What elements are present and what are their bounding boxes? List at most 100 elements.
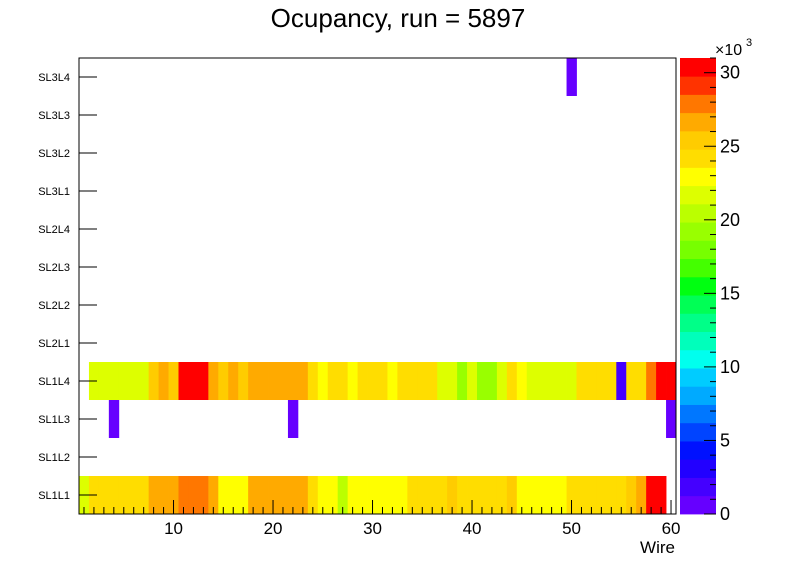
color-bar-multiplier-base: ×10 <box>715 42 742 59</box>
heatmap-cell <box>626 362 637 400</box>
x-axis: 10 20 30 40 50 60 <box>83 500 680 538</box>
color-bar-swatch <box>680 368 716 387</box>
heatmap-cell <box>287 362 299 400</box>
heatmap-cell <box>457 476 468 514</box>
heatmap-cell <box>228 362 239 400</box>
heatmap-cell <box>526 362 538 400</box>
color-bar-swatch <box>680 58 716 77</box>
heatmap-cell <box>357 476 368 514</box>
heatmap-cell <box>347 362 358 400</box>
x-tick-label: 30 <box>363 519 382 538</box>
heatmap-cell <box>377 362 388 400</box>
color-bar-swatch <box>680 94 716 114</box>
heatmap-cell <box>566 362 577 400</box>
y-tick-label: SL2L1 <box>38 338 70 350</box>
color-bar-tick-label: 20 <box>720 210 740 230</box>
heatmap-cell <box>636 476 647 514</box>
heatmap-cell <box>297 362 309 400</box>
color-bar-tick-label: 0 <box>720 504 730 524</box>
y-tick-label: SL1L3 <box>38 414 70 426</box>
heatmap-cell <box>656 362 667 400</box>
heatmap-cell <box>337 476 349 514</box>
color-bar-swatch <box>680 459 716 478</box>
heatmap-cell <box>417 362 428 400</box>
heatmap-cell <box>158 362 169 400</box>
heatmap-cell <box>258 362 269 400</box>
heatmap-cell <box>307 476 319 514</box>
heatmap-cell <box>556 476 567 514</box>
heatmap-cell <box>327 476 339 514</box>
color-bar-swatch <box>680 185 716 205</box>
y-tick-label: SL3L1 <box>38 186 70 198</box>
color-bar-swatch <box>680 422 716 442</box>
heatmap-cell <box>596 476 607 514</box>
heatmap-cell <box>506 476 518 514</box>
heatmap-cell <box>278 476 289 514</box>
y-tick-label: SL3L4 <box>38 72 70 84</box>
heatmap-cell <box>268 362 279 400</box>
heatmap-cell <box>317 362 329 400</box>
heatmap-cell <box>397 362 408 400</box>
y-tick-label: SL1L1 <box>38 490 70 502</box>
color-bar-swatch <box>680 349 716 369</box>
heatmap-cell <box>198 476 209 514</box>
heatmap-cell <box>596 362 607 400</box>
y-tick-label: SL2L2 <box>38 300 70 312</box>
heatmap-cell <box>108 476 120 514</box>
heatmap-cell <box>626 476 637 514</box>
heatmap-cell <box>367 362 378 400</box>
heatmap-cell <box>437 476 448 514</box>
y-tick-label: SL3L3 <box>38 110 70 122</box>
heatmap-cell <box>556 362 567 400</box>
heatmap-cell <box>486 476 498 514</box>
color-bar-swatch <box>680 331 716 351</box>
heatmap-cell <box>586 362 597 400</box>
color-bar-swatch <box>680 386 716 405</box>
heatmap-cell <box>586 476 597 514</box>
heatmap-cell <box>188 476 199 514</box>
heatmap-cell <box>546 476 557 514</box>
x-tick-label: 50 <box>562 519 581 538</box>
heatmap-cell <box>218 362 229 400</box>
heatmap-cell <box>516 362 528 400</box>
color-bar-tick-label: 15 <box>720 283 740 303</box>
heatmap-cell <box>666 362 677 400</box>
heatmap-cell <box>486 362 498 400</box>
color-bar-swatch <box>680 76 716 95</box>
heatmap-cell <box>427 476 438 514</box>
heatmap-cell <box>287 476 299 514</box>
heatmap-cell <box>636 362 647 400</box>
heatmap-cell <box>347 476 358 514</box>
heatmap-cell <box>268 476 279 514</box>
heatmap-cell <box>576 362 587 400</box>
color-bar-tick-label: 5 <box>720 430 730 450</box>
heatmap-cell <box>168 362 179 400</box>
heatmap-cell <box>427 362 438 400</box>
color-bar-swatch <box>680 112 716 132</box>
heatmap-cell <box>536 362 548 400</box>
heatmap-cell <box>158 476 169 514</box>
heatmap-cell <box>198 362 209 400</box>
heatmap-cell <box>98 476 110 514</box>
heatmap-cell <box>656 476 667 514</box>
heatmap-cell <box>477 476 488 514</box>
heatmap-cell <box>248 362 259 400</box>
color-bar-swatch <box>680 477 716 497</box>
heatmap-cell <box>208 362 219 400</box>
x-tick-label: 10 <box>164 519 183 538</box>
color-bar-swatch <box>680 167 716 187</box>
heatmap-cell <box>387 476 398 514</box>
heatmap-cell <box>118 362 130 400</box>
heatmap-cell <box>138 362 150 400</box>
y-axis: SL1L1 SL1L2 SL1L3 SL1L4 SL2L1 SL2L2 SL2L3 SL2L4… <box>38 72 97 502</box>
color-bar-multiplier-exponent: 3 <box>746 37 752 49</box>
heatmap-cell <box>417 476 428 514</box>
color-bar-swatch <box>680 240 716 260</box>
heatmap-cell <box>307 362 319 400</box>
color-bar-swatch <box>680 203 716 223</box>
heatmap-cell <box>606 362 617 400</box>
heatmap-cell <box>178 362 189 400</box>
heatmap-cell <box>297 476 309 514</box>
heatmap-cell <box>317 476 329 514</box>
